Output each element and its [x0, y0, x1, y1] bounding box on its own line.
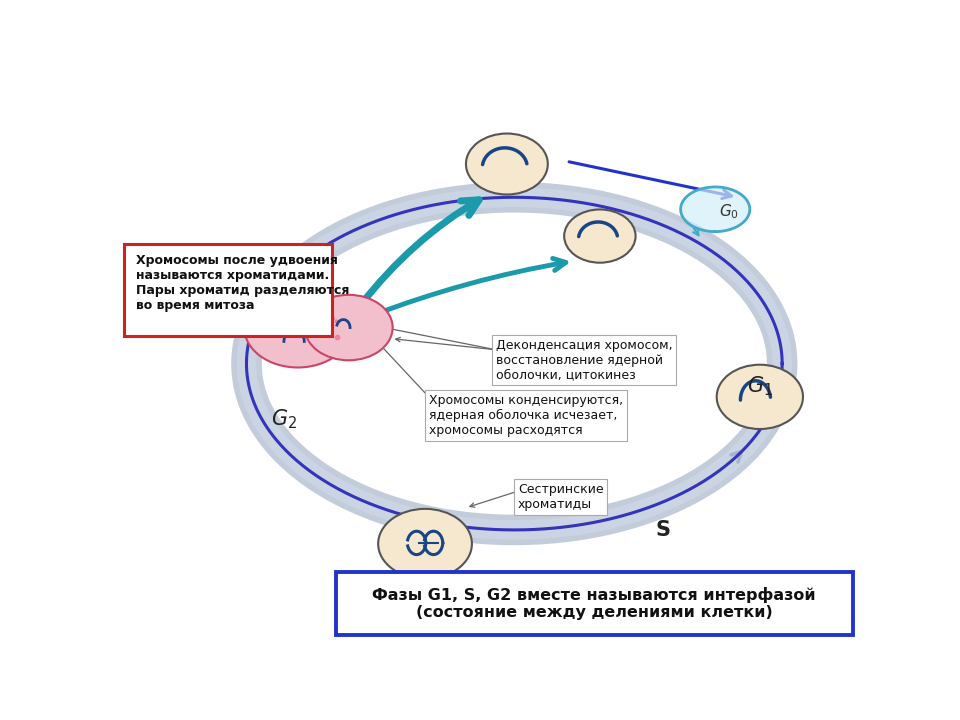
FancyBboxPatch shape — [124, 244, 332, 336]
Circle shape — [717, 365, 803, 429]
Circle shape — [244, 288, 351, 367]
Circle shape — [378, 509, 472, 579]
Text: Сестринские
хроматиды: Сестринские хроматиды — [518, 483, 604, 510]
Text: $G_0$: $G_0$ — [719, 202, 738, 221]
Text: M: M — [266, 301, 287, 321]
FancyBboxPatch shape — [336, 572, 852, 635]
Text: Деконденсация хромосом,
восстановление ядерной
оболочки, цитокинез: Деконденсация хромосом, восстановление я… — [495, 338, 672, 382]
Text: Хромосомы после удвоения
называются хроматидами.
Пары хроматид разделяются
во вр: Хромосомы после удвоения называются хром… — [136, 254, 349, 312]
Text: $G_2$: $G_2$ — [271, 408, 297, 431]
Text: $G_1$: $G_1$ — [747, 374, 773, 397]
Circle shape — [304, 294, 393, 360]
Text: S: S — [656, 520, 671, 540]
Polygon shape — [681, 187, 750, 232]
Circle shape — [564, 210, 636, 263]
Text: Фазы G1, S, G2 вместе называются интерфазой
(состояние между делениями клетки): Фазы G1, S, G2 вместе называются интерфа… — [372, 587, 816, 620]
Circle shape — [466, 133, 548, 194]
Text: Хромосомы конденсируются,
ядерная оболочка исчезает,
хромосомы расходятся: Хромосомы конденсируются, ядерная оболоч… — [429, 394, 623, 437]
